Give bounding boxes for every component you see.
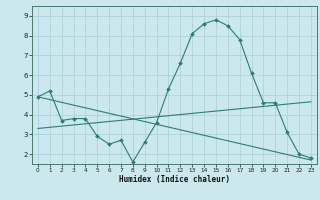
- X-axis label: Humidex (Indice chaleur): Humidex (Indice chaleur): [119, 175, 230, 184]
